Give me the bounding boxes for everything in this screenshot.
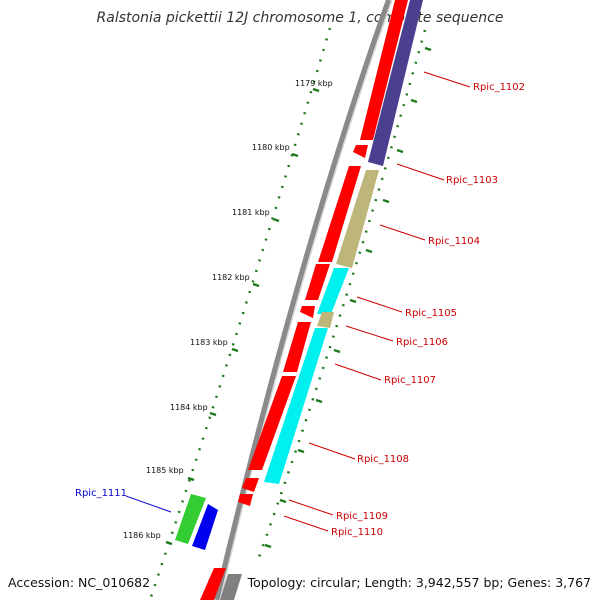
inner-tick-mark: [315, 398, 323, 404]
gene-red-1-body: [360, 0, 408, 140]
gene-red-arrow-3: [242, 478, 259, 492]
gene-label-rpic-1107: Rpic_1107: [384, 375, 436, 386]
tick-mark: [291, 152, 299, 158]
gene-red-arrow-2-body: [300, 306, 315, 318]
inner-tick-mark: [333, 348, 341, 354]
gene-blue-body: [192, 504, 218, 550]
gene-purple-body: [368, 0, 423, 166]
gene-gray-body: [220, 574, 242, 600]
gene-gray: [220, 574, 242, 600]
gene-leader-line: [283, 515, 329, 532]
gene-leader-line: [423, 71, 471, 88]
gene-label-rpic-1105: Rpic_1105: [405, 308, 457, 319]
tick-label: 1185 kbp: [146, 466, 184, 475]
gene-red-arrow-2: [300, 306, 315, 318]
accession-text: Accession: NC_010682: [8, 575, 151, 590]
gene-red-2: [318, 166, 361, 262]
gene-leader-line: [345, 325, 394, 342]
chromosome-backbone-highlight: [219, 0, 393, 600]
gene-tan-1-body: [336, 170, 379, 268]
inner-tick-mark: [365, 248, 373, 254]
gene-label-rpic-1110: Rpic_1110: [331, 527, 383, 538]
gene-purple: [368, 0, 423, 166]
gene-label-rpic-1106: Rpic_1106: [396, 337, 448, 348]
gene-leader-line: [334, 363, 382, 381]
gene-label-rpic-1108: Rpic_1108: [357, 454, 409, 465]
inner-tick-mark: [349, 298, 357, 304]
gene-green: [175, 494, 206, 544]
tick-mark: [252, 282, 260, 288]
summary-text: Topology: circular; Length: 3,942,557 bp…: [247, 575, 591, 590]
gene-red-6: [200, 568, 226, 600]
gene-label-rpic-1102: Rpic_1102: [473, 82, 525, 93]
gene-red-arrow-4-body: [238, 494, 253, 506]
gene-red-arrow-4: [238, 494, 253, 506]
inner-dotted-ring: [256, 29, 427, 561]
gene-red-6-body: [200, 568, 226, 600]
inner-tick-mark: [382, 198, 390, 204]
gene-label-rpic-1111: Rpic_1111: [75, 488, 127, 499]
gene-red-arrow-1: [353, 145, 368, 158]
tick-label: 1186 kbp: [123, 531, 161, 540]
gene-cyan-2: [264, 328, 328, 484]
gene-red-arrow-1-body: [353, 145, 368, 158]
tick-label: 1179 kbp: [295, 79, 333, 88]
inner-tick-mark: [279, 498, 287, 504]
gene-leader-line: [308, 442, 356, 460]
gene-label-rpic-1109: Rpic_1109: [336, 511, 388, 522]
gene-tan-1: [336, 170, 379, 268]
inner-tick-mark: [264, 543, 272, 549]
tick-mark: [231, 347, 239, 353]
gene-label-rpic-1103: Rpic_1103: [446, 175, 498, 186]
tick-label: 1184 kbp: [170, 403, 208, 412]
gene-red-1: [360, 0, 408, 140]
gene-leader-line: [379, 224, 426, 241]
gene-tan-2: [317, 312, 334, 328]
gene-leader-line: [125, 495, 172, 513]
inner-tick-mark: [410, 98, 418, 104]
gene-red-4-body: [283, 322, 311, 372]
tick-mark: [209, 411, 217, 417]
inner-tick-mark: [424, 46, 432, 52]
tick-label: 1183 kbp: [190, 338, 228, 347]
gene-leader-line: [396, 163, 445, 181]
gene-red-3: [305, 264, 330, 300]
tick-mark: [165, 540, 173, 546]
tick-mark: [312, 87, 320, 93]
tick-label: 1181 kbp: [232, 208, 270, 217]
gene-tan-2-body: [317, 312, 334, 328]
gene-red-4: [283, 322, 311, 372]
gene-leader-line: [356, 296, 403, 313]
gene-red-arrow-3-body: [242, 478, 259, 492]
gene-red-5: [248, 376, 296, 470]
gene-leader-line: [288, 499, 334, 516]
gene-red-2-body: [318, 166, 361, 262]
tick-label: 1180 kbp: [252, 143, 290, 152]
gene-label-rpic-1104: Rpic_1104: [428, 236, 480, 247]
gene-cyan-1-body: [317, 268, 349, 314]
inner-tick-mark: [396, 148, 404, 154]
gene-cyan-1: [317, 268, 349, 314]
gene-red-3-body: [305, 264, 330, 300]
tick-mark: [272, 217, 280, 223]
tick-mark: [187, 476, 195, 482]
gene-blue: [192, 504, 218, 550]
tick-label: 1182 kbp: [212, 273, 250, 282]
gene-cyan-2-body: [264, 328, 328, 484]
gene-green-body: [175, 494, 206, 544]
chromosome-backbone: [214, 0, 392, 600]
inner-tick-mark: [297, 448, 305, 454]
gene-red-5-body: [248, 376, 296, 470]
